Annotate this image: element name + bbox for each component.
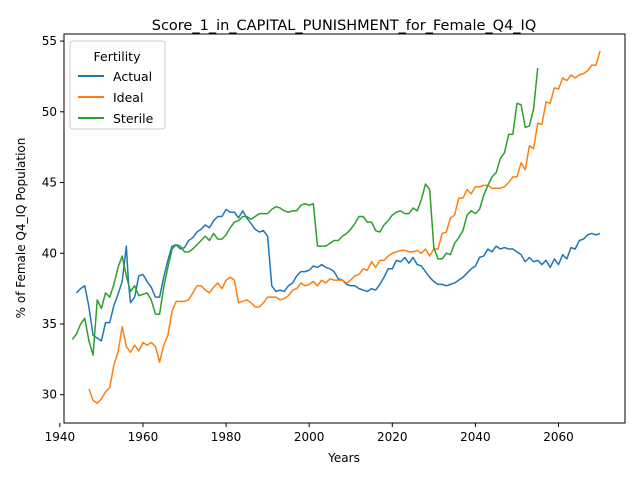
- y-tick-label: 45: [42, 176, 57, 190]
- x-tick-label: 2040: [460, 430, 491, 444]
- x-tick-label: 1980: [211, 430, 242, 444]
- x-tick-label: 2000: [294, 430, 325, 444]
- y-tick-label: 30: [42, 388, 57, 402]
- legend-label-ideal: Ideal: [113, 90, 143, 105]
- x-tick-label: 1960: [128, 430, 159, 444]
- plot-area: [71, 50, 601, 404]
- y-tick-label: 50: [42, 105, 57, 119]
- axes-frame: [63, 33, 626, 424]
- y-axis: 30 35 40 45 50 55: [42, 34, 64, 402]
- x-tick-label: 1940: [45, 430, 76, 444]
- legend: Fertility Actual Ideal Sterile: [69, 40, 166, 130]
- x-axis-label: Years: [327, 451, 360, 465]
- y-tick-label: 40: [42, 246, 57, 260]
- x-tick-label: 2060: [543, 430, 574, 444]
- x-axis: 1940 1960 1980 2000 2020 2040 2060: [45, 423, 574, 444]
- chart-title: Score_1_in_CAPITAL_PUNISHMENT_for_Female…: [152, 18, 537, 34]
- legend-box: [69, 40, 166, 130]
- y-tick-label: 55: [42, 34, 57, 48]
- legend-label-sterile: Sterile: [113, 111, 154, 126]
- y-tick-label: 35: [42, 317, 57, 331]
- legend-title: Fertility: [94, 49, 142, 64]
- series-line-sterile: [71, 67, 539, 356]
- x-tick-label: 2020: [377, 430, 408, 444]
- legend-label-actual: Actual: [113, 69, 152, 84]
- series-line-actual: [75, 208, 601, 342]
- series-line-ideal: [88, 50, 601, 404]
- y-axis-label: % of Female Q4_IQ Population: [14, 138, 28, 319]
